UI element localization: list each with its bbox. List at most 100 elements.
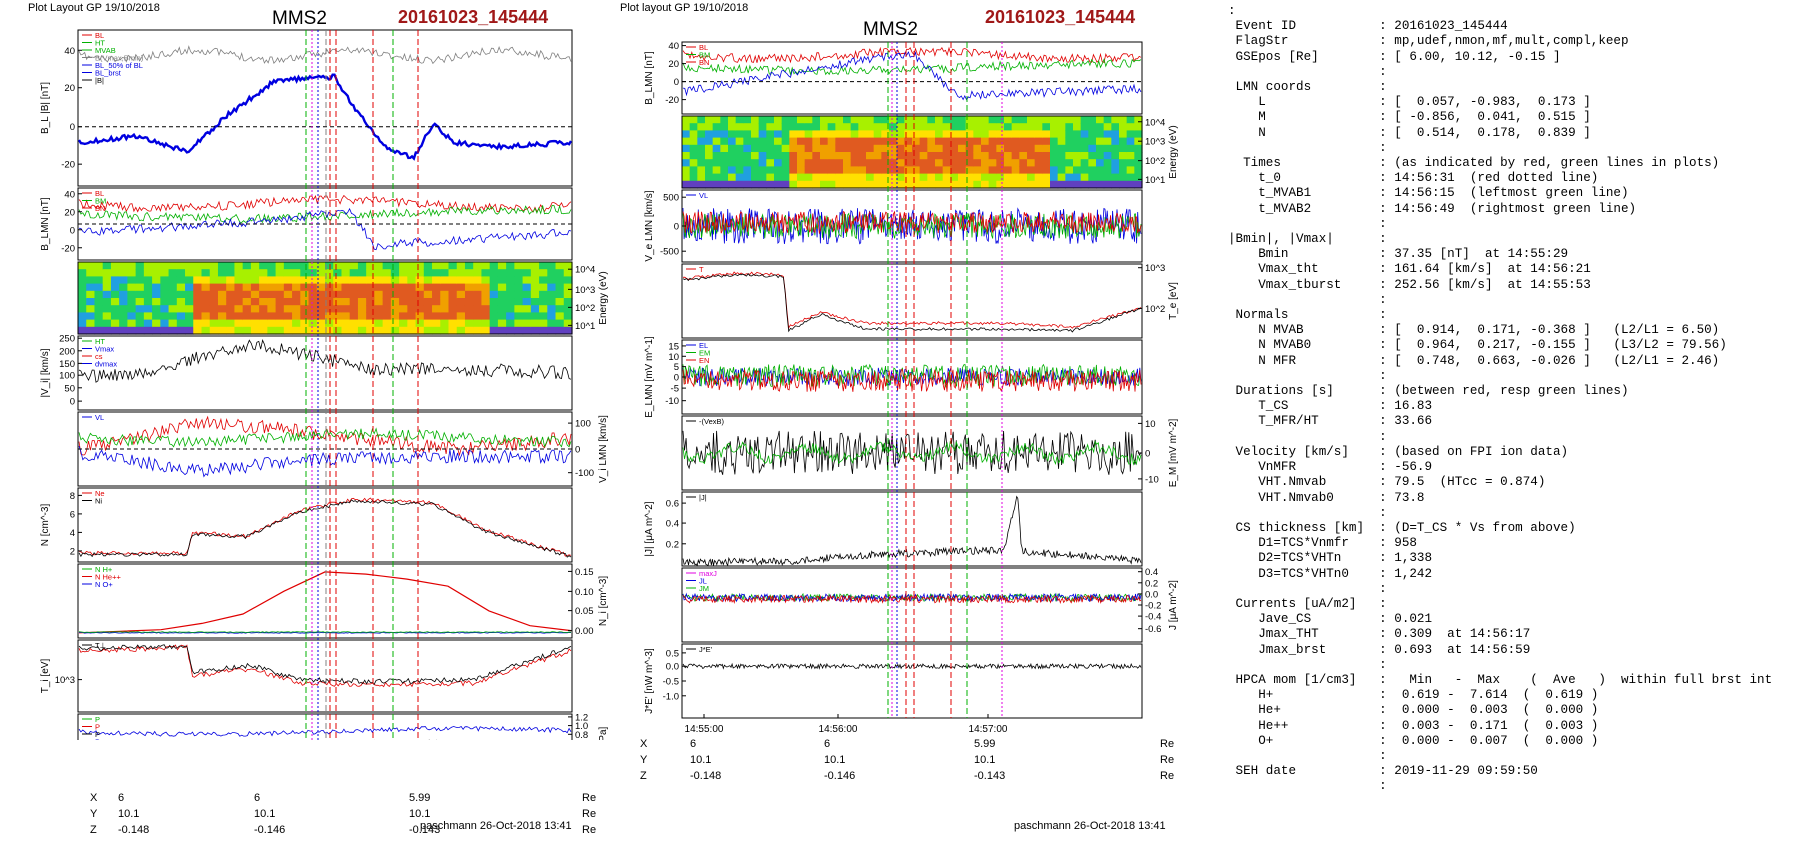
legend-entry: HT: [95, 337, 105, 346]
data-trace: [682, 662, 1142, 670]
data-trace: [682, 46, 1142, 64]
legend-entry: cs: [95, 352, 103, 361]
y-tick-label: 0.10: [575, 587, 594, 598]
right-spacecraft-title: MMS2: [863, 19, 918, 40]
legend-entry: BL_50% of BL: [95, 61, 143, 70]
data-trace: [682, 495, 1142, 567]
legend-entry: VL: [699, 191, 708, 200]
coord-value: 10.1: [824, 754, 846, 766]
y-tick-label: 0.00: [575, 626, 594, 637]
panel-frame: [681, 115, 1143, 189]
coord-value: 6: [690, 738, 697, 750]
coord-value: 10.1: [409, 808, 431, 820]
data-trace: [78, 644, 572, 688]
right-event-title: 20161023_145444: [985, 7, 1136, 27]
panel-frame: [77, 713, 573, 740]
coord-unit: Re: [1160, 738, 1175, 750]
right-footer: paschmann 26-Oct-2018 13:41: [1014, 820, 1166, 832]
coord-label: X: [640, 738, 648, 750]
data-trace: [682, 212, 1142, 240]
legend-entry: |B|: [95, 76, 104, 85]
legend-entry: JL: [699, 577, 707, 586]
y-tick-label: 10^2: [575, 303, 595, 314]
y-tick-label: 100: [59, 371, 75, 382]
y-axis-label: B_LMN [nT]: [644, 51, 655, 105]
left-footer: paschmann 26-Oct-2018 13:41: [420, 820, 572, 832]
y-tick-label: -20: [61, 243, 75, 254]
y-tick-label: 0.6: [666, 499, 679, 510]
panel-frame: [681, 643, 1143, 719]
B-magnitude-trace: [78, 45, 572, 65]
legend-entry: T: [699, 265, 704, 274]
panel-frame: [77, 335, 573, 411]
y-tick-label: 0.5: [666, 648, 679, 659]
y-tick-label: 0: [674, 222, 679, 233]
data-trace: [682, 440, 1142, 466]
coord-value: -0.143: [409, 824, 441, 836]
coord-value: 10.1: [690, 754, 712, 766]
y-tick-label: 0: [674, 373, 679, 384]
legend-entry: EM: [699, 349, 710, 358]
panel-frame: [77, 563, 573, 639]
coord-label: X: [90, 792, 98, 804]
energy-spectrogram: [682, 116, 1143, 189]
coord-value: 6: [118, 792, 125, 804]
data-trace: [78, 571, 572, 634]
y-tick-label: 0.4: [1145, 567, 1158, 578]
coord-value: -0.148: [118, 824, 150, 836]
y-tick-label: 250: [59, 334, 75, 345]
data-trace: [682, 210, 1142, 235]
coord-value: 10.1: [118, 808, 140, 820]
data-trace: [78, 499, 572, 558]
legend-entry: N He++: [95, 573, 121, 582]
coord-value: 6: [824, 738, 831, 750]
y-tick-label: 10^3: [575, 285, 595, 296]
y-tick-label: -10: [1145, 474, 1159, 485]
legend-entry: BL: [95, 31, 104, 40]
data-trace: [682, 430, 1142, 475]
coord-value: 5.99: [974, 738, 996, 750]
coord-value: -0.146: [824, 770, 856, 782]
legend-entry: maxJ: [699, 569, 717, 578]
legend-entry: -(VexB): [699, 417, 725, 426]
y-tick-label: 100: [575, 419, 591, 430]
legend-entry: BN: [95, 204, 105, 213]
coord-label: Z: [90, 824, 97, 836]
y-tick-label: 0.2: [1145, 578, 1158, 589]
y-axis-label: V_e LMN [km/s]: [644, 190, 655, 261]
panel-frame: [77, 261, 573, 335]
y-tick-label: 0.0: [1145, 589, 1158, 600]
x-tick-label: 14:55:00: [685, 724, 724, 735]
y-tick-label: 0.0: [666, 662, 679, 673]
y-tick-label: -100: [575, 468, 594, 479]
legend-entry: MVAB: [95, 46, 116, 55]
y-axis-label: |J| [μA m^-2]: [644, 501, 655, 556]
y-tick-label: 20: [64, 83, 75, 94]
data-trace: [78, 204, 572, 223]
legend-entry: EN: [699, 356, 709, 365]
coord-unit: Re: [582, 808, 597, 820]
y-tick-label: 2: [70, 546, 75, 557]
data-trace: [78, 497, 572, 557]
y-tick-label: 0: [1145, 449, 1150, 460]
x-tick-label: 14:57:00: [969, 724, 1008, 735]
y-axis-label: T_i [eV]: [40, 659, 51, 694]
y-axis-label: Energy (eV): [598, 271, 609, 324]
y-axis-label: E_LMN [mV m^-1]: [644, 336, 655, 418]
left-layout-label: Plot Layout GP 19/10/2018: [28, 2, 160, 14]
y-tick-label: -1.0: [663, 691, 679, 702]
y-tick-label: 10: [668, 352, 679, 363]
legend-entry: BL: [95, 189, 104, 198]
y-axis-label: V_i LMN [km/s]: [598, 415, 609, 483]
coord-unit: Re: [1160, 770, 1175, 782]
y-axis-label: P [nPa]: [598, 726, 609, 740]
y-tick-label: 50: [64, 383, 75, 394]
legend-entry: T⊥: [95, 641, 107, 650]
energy-spectrogram: [78, 262, 573, 335]
coord-value: 5.99: [409, 792, 431, 804]
y-tick-label: 1.0: [575, 721, 588, 732]
data-trace: [682, 363, 1142, 388]
y-axis-label: Energy (eV): [1168, 125, 1179, 178]
data-trace: [78, 415, 572, 457]
y-tick-label: 10^3: [1145, 137, 1165, 148]
